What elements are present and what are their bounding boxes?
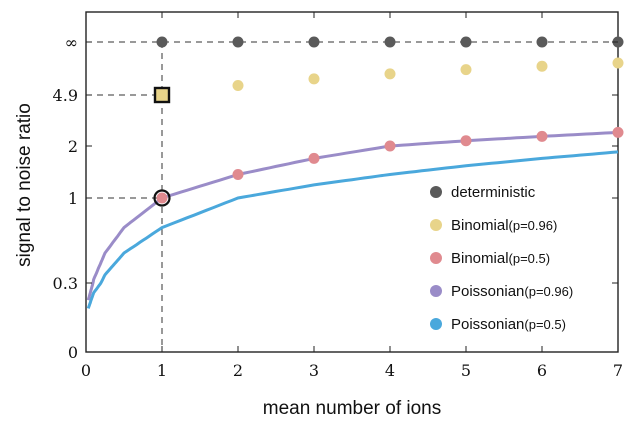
data-point bbox=[384, 140, 396, 152]
legend-swatch bbox=[430, 318, 442, 330]
y-tick-label: 0 bbox=[68, 343, 78, 362]
data-point bbox=[536, 36, 548, 48]
data-point bbox=[536, 60, 548, 72]
legend-swatch bbox=[430, 219, 442, 231]
x-tick-label: 6 bbox=[537, 361, 547, 380]
data-point bbox=[308, 152, 320, 164]
y-axis-title: signal to noise ratio bbox=[14, 103, 35, 267]
x-tick-label: 2 bbox=[233, 361, 243, 380]
legend-label: Poissonian(p=0.5) bbox=[451, 316, 566, 333]
ticks: 0 1 2 3 4 5 6 7 0 0.3 1 2 4.9 ∞ bbox=[53, 12, 623, 380]
x-tick-label: 1 bbox=[157, 361, 167, 380]
data-point bbox=[232, 36, 244, 48]
highlight-square-marker bbox=[153, 86, 171, 104]
plot-border bbox=[85, 11, 619, 353]
legend-label: Binomial(p=0.5) bbox=[451, 250, 550, 267]
legend-swatch bbox=[430, 285, 442, 297]
data-point bbox=[308, 36, 320, 48]
x-tick-label: 4 bbox=[385, 361, 395, 380]
y-tick-label: 4.9 bbox=[53, 86, 78, 105]
x-tick-label: 0 bbox=[81, 361, 91, 380]
legend-swatch bbox=[430, 186, 442, 198]
data-point bbox=[612, 57, 624, 69]
y-tick-label: ∞ bbox=[65, 33, 78, 52]
data-point bbox=[384, 36, 396, 48]
legend: deterministic Binomial(p=0.96) Binomial(p=… bbox=[430, 184, 573, 333]
x-tick-label: 7 bbox=[613, 361, 623, 380]
data-point bbox=[536, 130, 548, 142]
data-point bbox=[460, 36, 472, 48]
x-tick-label: 3 bbox=[309, 361, 319, 380]
data-point bbox=[156, 36, 168, 48]
data-point bbox=[612, 126, 624, 138]
data-point bbox=[156, 192, 168, 204]
plot-frame bbox=[85, 11, 619, 353]
data-points bbox=[153, 36, 624, 207]
y-tick-label: 0.3 bbox=[53, 274, 78, 293]
x-axis-title: mean number of ions bbox=[263, 398, 442, 419]
series-line bbox=[86, 150, 619, 309]
legend-label: Poissonian(p=0.96) bbox=[451, 283, 573, 300]
x-tick-label: 5 bbox=[461, 361, 471, 380]
legend-swatch bbox=[430, 252, 442, 264]
data-point bbox=[460, 64, 472, 76]
legend-label: Binomial(p=0.96) bbox=[451, 217, 557, 234]
data-point bbox=[232, 168, 244, 180]
data-point bbox=[232, 80, 244, 92]
data-point bbox=[384, 68, 396, 80]
data-point bbox=[308, 73, 320, 85]
highlight-circle-marker bbox=[153, 189, 171, 207]
y-tick-label: 2 bbox=[68, 137, 78, 156]
y-tick-label: 1 bbox=[68, 189, 78, 208]
data-point bbox=[460, 135, 472, 147]
legend-label: deterministic bbox=[451, 184, 536, 201]
